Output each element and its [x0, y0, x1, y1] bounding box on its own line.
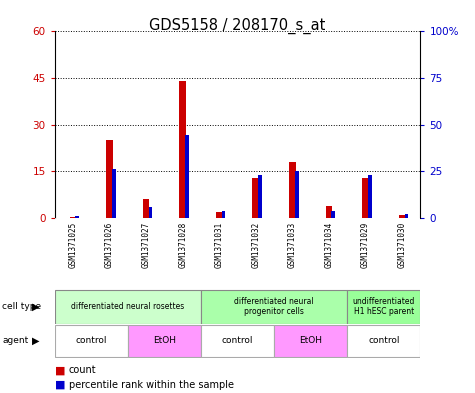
Bar [128, 325, 201, 357]
Bar [55, 290, 201, 323]
Bar [253, 178, 259, 218]
Bar [399, 215, 405, 218]
Bar [274, 325, 347, 357]
Bar [332, 211, 335, 218]
Text: count: count [69, 365, 96, 375]
Text: differentiated neural rosettes: differentiated neural rosettes [71, 302, 184, 311]
Text: GSM1371031: GSM1371031 [215, 222, 224, 268]
Bar [326, 206, 332, 218]
Text: ■: ■ [55, 365, 65, 375]
Bar [368, 175, 372, 218]
Text: GSM1371026: GSM1371026 [105, 222, 114, 268]
Bar [347, 290, 420, 323]
Bar [106, 140, 113, 218]
Text: GSM1371032: GSM1371032 [251, 222, 260, 268]
Text: GSM1371027: GSM1371027 [142, 222, 151, 268]
Text: ▶: ▶ [32, 336, 39, 346]
Text: cell type: cell type [2, 302, 41, 311]
Text: ■: ■ [55, 380, 65, 390]
Text: EtOH: EtOH [153, 336, 176, 345]
Text: undifferentiated
H1 hESC parent: undifferentiated H1 hESC parent [352, 297, 415, 316]
Text: GDS5158 / 208170_s_at: GDS5158 / 208170_s_at [149, 18, 326, 34]
Bar [347, 325, 420, 357]
Text: GSM1371030: GSM1371030 [398, 222, 407, 268]
Text: GSM1371033: GSM1371033 [288, 222, 297, 268]
Text: ▶: ▶ [32, 301, 39, 312]
Text: GSM1371034: GSM1371034 [324, 222, 333, 268]
Bar [405, 215, 408, 218]
Bar [70, 217, 76, 218]
Bar [295, 171, 299, 218]
Bar [216, 212, 222, 218]
Text: control: control [368, 336, 399, 345]
Text: agent: agent [2, 336, 28, 345]
Bar [201, 290, 347, 323]
Bar [180, 81, 186, 218]
Text: control: control [222, 336, 253, 345]
Bar [112, 169, 116, 218]
Text: control: control [76, 336, 107, 345]
Text: differentiated neural
progenitor cells: differentiated neural progenitor cells [234, 297, 314, 316]
Bar [258, 175, 262, 218]
Bar [222, 211, 226, 218]
Bar [201, 325, 274, 357]
Bar [289, 162, 295, 218]
Text: GSM1371028: GSM1371028 [178, 222, 187, 268]
Text: GSM1371029: GSM1371029 [361, 222, 370, 268]
Bar [149, 207, 152, 218]
Bar [185, 135, 189, 218]
Bar [143, 200, 149, 218]
Text: EtOH: EtOH [299, 336, 322, 345]
Bar [55, 325, 128, 357]
Bar [362, 178, 369, 218]
Text: percentile rank within the sample: percentile rank within the sample [69, 380, 234, 390]
Text: GSM1371025: GSM1371025 [68, 222, 77, 268]
Bar [76, 216, 79, 218]
